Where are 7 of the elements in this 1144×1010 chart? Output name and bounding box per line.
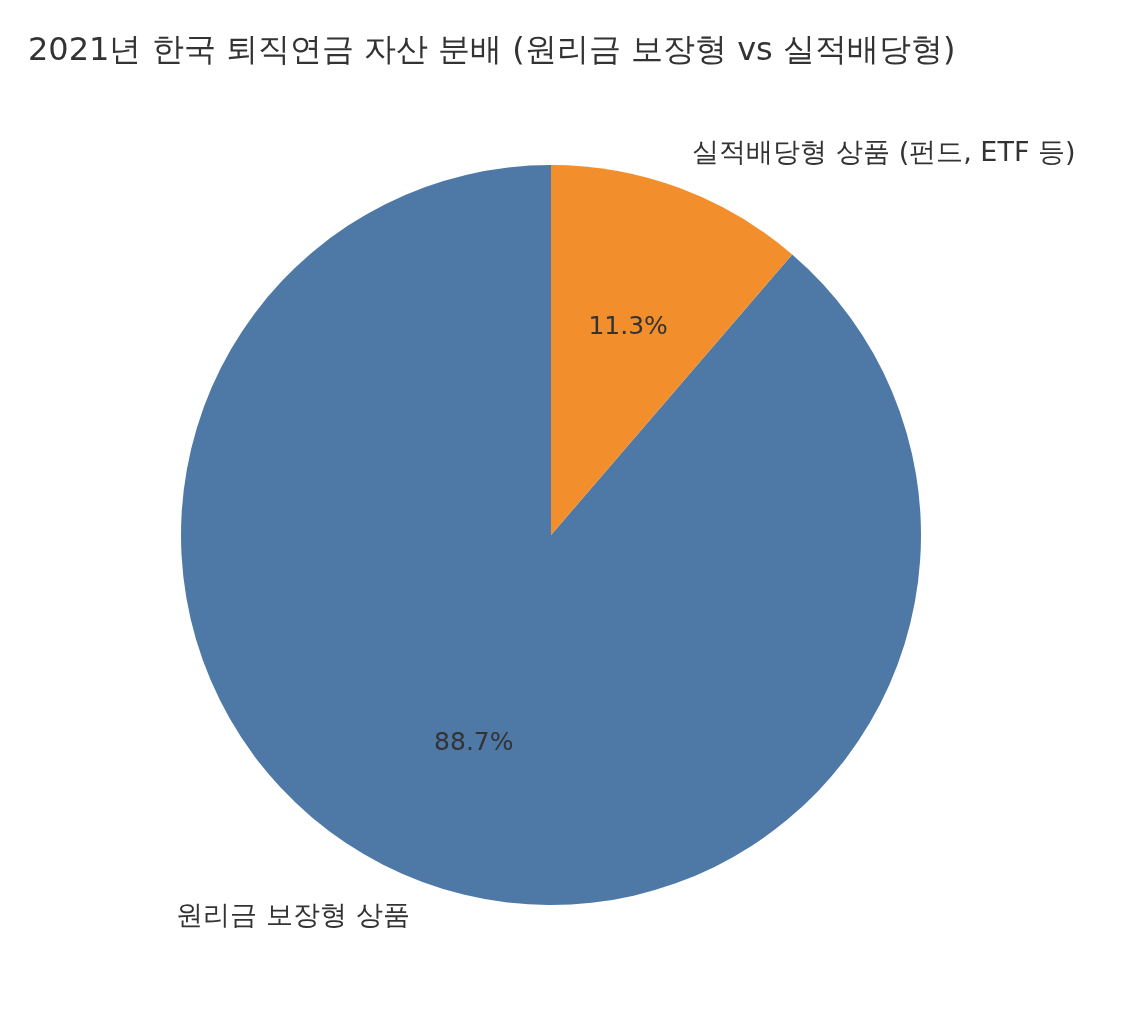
slice-label: 실적배당형 상품 (펀드, ETF 등) bbox=[692, 135, 1076, 167]
pie-slice bbox=[181, 165, 921, 905]
data-label: 11.3% bbox=[588, 310, 668, 340]
pie-slice bbox=[551, 165, 793, 535]
data-label: 88.7% bbox=[434, 727, 514, 757]
slice-label: 원리금 보장형 상품 bbox=[176, 899, 410, 931]
chart-title: 2021년 한국 퇴직연금 자산 분배 (원리금 보장형 vs 실적배당형) bbox=[28, 30, 956, 68]
